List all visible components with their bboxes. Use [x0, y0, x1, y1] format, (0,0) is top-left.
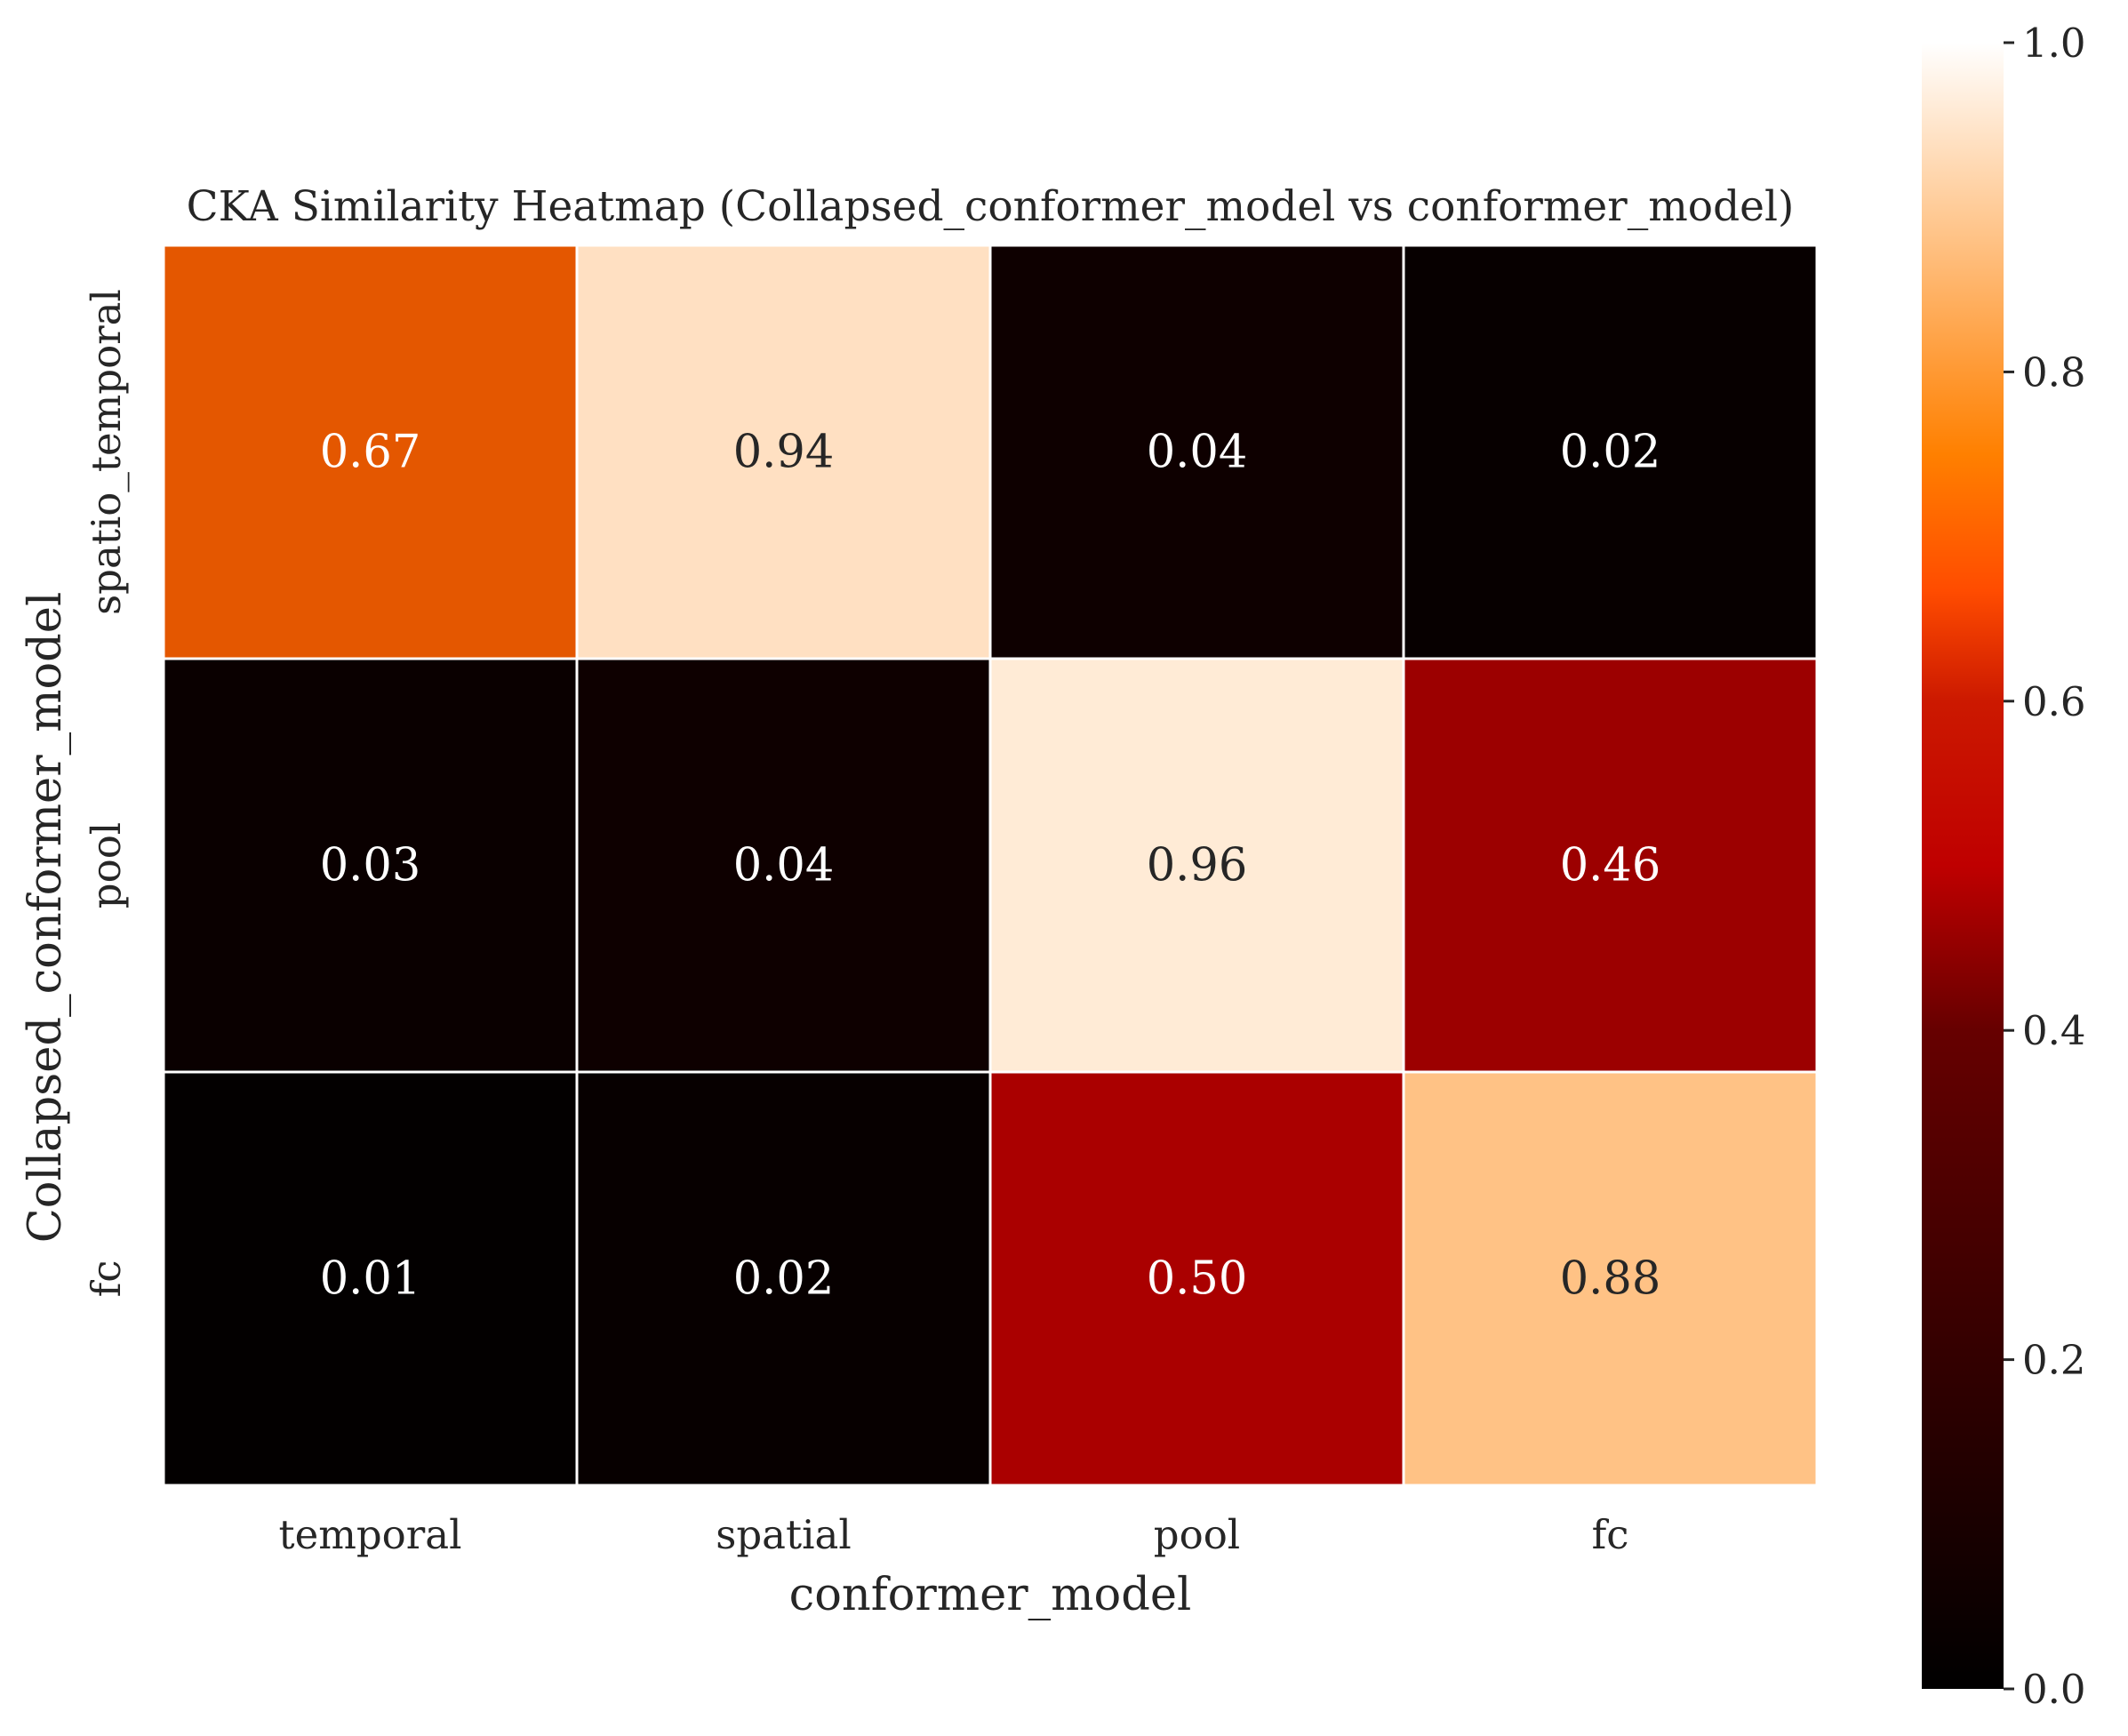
- y-tick-label: pool: [83, 822, 130, 908]
- heatmap-cell: [988, 657, 1405, 1074]
- colorbar-tick-label: 0.8: [2022, 348, 2086, 396]
- cell-value-label: 0.03: [320, 840, 421, 892]
- colorbar-tick-label: 0.4: [2022, 1007, 2086, 1054]
- cell-value-label: 0.88: [1560, 1253, 1661, 1306]
- colorbar: [1922, 43, 2004, 1689]
- x-axis-label: conformer_model: [789, 1569, 1192, 1621]
- cell-value-label: 0.04: [1147, 427, 1248, 479]
- colorbar-ticks: 0.0 0.2 0.4 0.6 0.8 1.0: [2004, 20, 2086, 1713]
- cell-value-label: 0.04: [733, 840, 835, 892]
- heatmap-cell: [575, 657, 992, 1074]
- heatmap-cell: [162, 657, 579, 1074]
- colorbar-tick-label: 0.2: [2022, 1337, 2086, 1384]
- y-tick-label: spatio_temporal: [83, 289, 130, 615]
- cell-value-label: 0.02: [733, 1253, 835, 1306]
- cell-value-label: 0.96: [1147, 840, 1248, 892]
- heatmap-cell: [575, 244, 992, 660]
- x-tick-label: pool: [1154, 1511, 1240, 1558]
- heatmap-cell-labels: 0.67 0.94 0.04 0.02 0.03 0.04 0.96 0.46 0.01 0.02…: [320, 427, 1661, 1306]
- heatmap-cell: [162, 1070, 579, 1487]
- heatmap-cell: [1402, 1070, 1819, 1487]
- heatmap-cell: [575, 1070, 992, 1487]
- colorbar-tick-label: 0.0: [2022, 1666, 2086, 1713]
- y-axis-label: Collapsed_conformer_model: [20, 592, 72, 1244]
- cell-value-label: 0.01: [320, 1253, 421, 1306]
- x-tick-label: temporal: [278, 1511, 461, 1558]
- x-tick-labels: temporal spatial pool fc: [278, 1511, 1628, 1558]
- y-tick-label: fc: [83, 1260, 130, 1298]
- heatmap-cell: [1402, 657, 1819, 1074]
- heatmap-cell: [1402, 244, 1819, 660]
- chart-title: CKA Similarity Heatmap (Collapsed_confor…: [187, 182, 1795, 231]
- heatmap-cell: [162, 244, 579, 660]
- heatmap-cell: [988, 244, 1405, 660]
- x-tick-label: fc: [1592, 1511, 1629, 1558]
- x-tick-label: spatial: [716, 1511, 851, 1558]
- cell-value-label: 0.46: [1560, 840, 1661, 892]
- cell-value-label: 0.67: [320, 427, 421, 479]
- colorbar-tick-label: 0.6: [2022, 678, 2086, 725]
- cell-value-label: 0.02: [1560, 427, 1661, 479]
- colorbar-tick-label: 1.0: [2022, 20, 2086, 67]
- heatmap-cells: [162, 244, 1819, 1487]
- cell-value-label: 0.50: [1147, 1253, 1248, 1306]
- cell-value-label: 0.94: [733, 427, 835, 479]
